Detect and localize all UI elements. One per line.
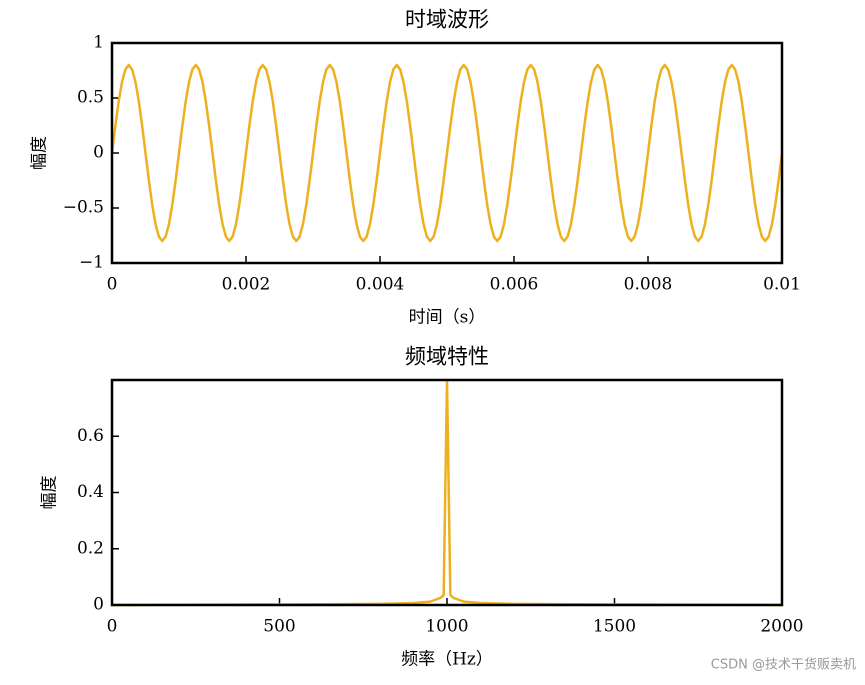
chart-title: 时域波形 — [405, 8, 489, 32]
y-tick-label: 0.2 — [77, 538, 104, 558]
x-tick-label: 0.006 — [490, 275, 539, 295]
y-axis-label: 幅度 — [40, 476, 60, 510]
x-tick-label: 0.004 — [356, 275, 405, 295]
y-tick-label: −1 — [79, 253, 104, 273]
y-tick-label: 0.5 — [77, 88, 104, 108]
y-tick-label: 0.4 — [77, 482, 104, 502]
x-tick-label: 2000 — [760, 617, 803, 637]
x-axis-label: 频率（Hz） — [401, 650, 493, 670]
x-tick-label: 0.01 — [763, 275, 801, 295]
x-tick-label: 1500 — [593, 617, 636, 637]
data-line — [110, 63, 784, 243]
plot-frame — [110, 41, 784, 265]
data-line — [111, 378, 783, 607]
x-tick-label: 0.002 — [222, 275, 271, 295]
x-tick-label: 0.008 — [624, 275, 673, 295]
y-tick-label: −0.5 — [63, 198, 104, 218]
y-tick-label: 0 — [93, 143, 104, 163]
chart-title: 频域特性 — [405, 345, 489, 369]
plot-frame — [110, 378, 784, 607]
x-tick-label: 500 — [263, 617, 295, 637]
watermark: CSDN @技术干货贩卖机 — [711, 657, 856, 673]
y-axis-label: 幅度 — [30, 136, 50, 170]
x-tick-label: 1000 — [425, 617, 468, 637]
y-tick-label: 0 — [93, 595, 104, 615]
y-tick-label: 1 — [93, 33, 104, 53]
y-tick-label: 0.6 — [77, 426, 104, 446]
x-axis-label: 时间（s） — [409, 308, 486, 328]
x-tick-label: 0 — [107, 617, 118, 637]
x-tick-label: 0 — [107, 275, 118, 295]
